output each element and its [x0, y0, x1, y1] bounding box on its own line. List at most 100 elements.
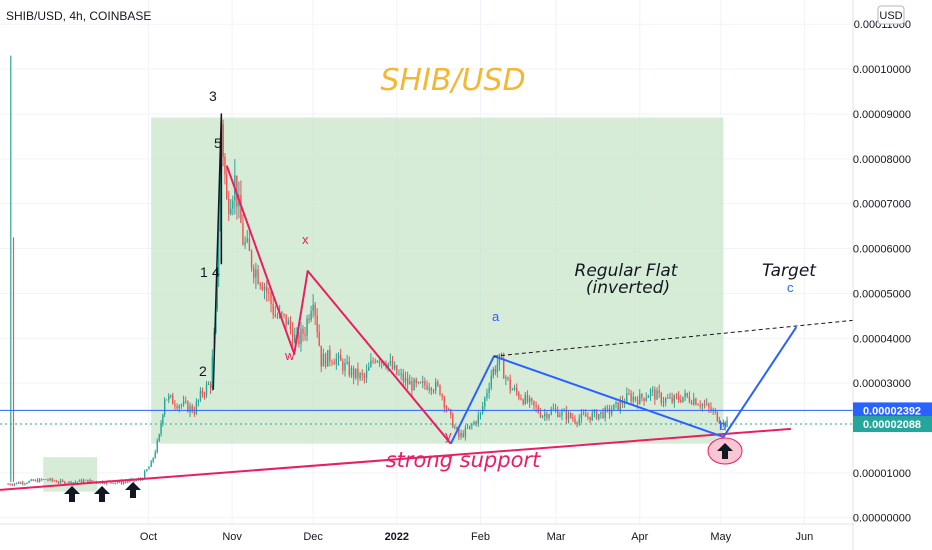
- candle: [639, 394, 641, 405]
- x-tick-label: Oct: [140, 531, 157, 543]
- candle: [127, 481, 129, 483]
- candle: [677, 396, 680, 400]
- candle: [673, 395, 676, 403]
- impulse-wave-line: [212, 113, 223, 390]
- candle: [270, 293, 272, 305]
- candle: [318, 332, 320, 346]
- note-target: Target: [762, 261, 817, 281]
- wave-label-4: 4: [212, 264, 220, 280]
- candle: [116, 482, 118, 484]
- candle: [505, 377, 507, 379]
- candle: [507, 377, 509, 379]
- candle: [216, 277, 218, 308]
- price-label-box: [853, 416, 932, 433]
- x-axis[interactable]: Oct Nov Dec 2022 Feb Mar Apr May Jun: [140, 531, 813, 543]
- candle: [593, 410, 596, 413]
- candle: [430, 388, 433, 392]
- candle: [352, 368, 355, 378]
- candle: [531, 398, 533, 401]
- candle: [162, 414, 164, 425]
- candle: [87, 479, 89, 483]
- candle: [230, 208, 232, 215]
- candle: [302, 328, 304, 335]
- candle: [160, 424, 162, 435]
- candle: [51, 478, 53, 481]
- candle: [226, 174, 228, 199]
- wave-label-w: w: [284, 348, 295, 363]
- up-arrow-icon-shape: [717, 443, 733, 459]
- y-tick-label: 0.00010000: [853, 64, 911, 76]
- up-arrow-icon: [717, 443, 733, 459]
- candle: [500, 353, 503, 359]
- candle: [647, 395, 650, 398]
- candle: [716, 411, 719, 422]
- candle: [250, 250, 253, 268]
- candle: [699, 405, 701, 407]
- candle: [515, 387, 518, 393]
- price-label-text: 0.00002392: [863, 405, 921, 417]
- candle: [565, 410, 568, 420]
- candle: [363, 374, 366, 378]
- candle: [201, 390, 204, 395]
- candle: [664, 398, 667, 403]
- candle: [224, 156, 226, 175]
- candle: [342, 360, 344, 371]
- candle: [697, 404, 699, 406]
- candle: [203, 394, 206, 395]
- candle: [496, 364, 499, 373]
- candle: [191, 405, 193, 412]
- candle: [539, 412, 542, 417]
- candle: [24, 483, 26, 485]
- candle: [232, 200, 234, 209]
- candle: [652, 389, 654, 391]
- candle: [240, 195, 242, 223]
- candle: [488, 387, 490, 393]
- candle: [180, 404, 183, 406]
- candle: [574, 418, 576, 423]
- candle: [114, 482, 116, 484]
- candle: [548, 414, 550, 418]
- candle: [554, 408, 557, 410]
- candle: [675, 395, 678, 397]
- y-axis[interactable]: 0.000110000.000100000.000090000.00008000…: [853, 19, 911, 524]
- candle: [82, 480, 85, 483]
- candle: [413, 379, 415, 391]
- candle: [57, 482, 60, 484]
- currency-button[interactable]: USD: [877, 5, 905, 25]
- candle: [667, 398, 669, 400]
- x-tick-label: Jun: [796, 531, 814, 543]
- candle: [617, 402, 619, 410]
- candle: [168, 395, 170, 400]
- candle: [486, 392, 488, 398]
- candle: [447, 408, 450, 410]
- candle: [43, 479, 45, 481]
- symbol-info: SHIB/USD, 4h, COINBASE: [6, 9, 151, 23]
- candle: [473, 421, 475, 425]
- support-trendline: [0, 427, 791, 491]
- candle: [541, 416, 544, 417]
- candle: [419, 382, 422, 383]
- candle: [80, 479, 83, 483]
- candle: [335, 358, 338, 365]
- candle: [195, 402, 198, 414]
- x-tick-label: May: [710, 531, 731, 543]
- candle: [370, 360, 372, 367]
- candle: [658, 390, 660, 394]
- note-inverted: (inverted): [586, 278, 670, 298]
- candle: [632, 396, 634, 402]
- candle: [55, 481, 58, 483]
- candle: [587, 416, 589, 418]
- drawings: 3 5 1 4 2 x w y a b c Regular Flat(inverted) Target s…: [0, 88, 854, 502]
- candle: [11, 484, 13, 486]
- candle: [645, 397, 647, 401]
- candle: [49, 478, 51, 481]
- candle: [380, 361, 383, 364]
- candle: [255, 269, 257, 278]
- candle: [628, 393, 630, 395]
- candle: [9, 484, 11, 485]
- candle: [152, 457, 154, 462]
- candle: [437, 381, 439, 386]
- candle: [452, 414, 454, 428]
